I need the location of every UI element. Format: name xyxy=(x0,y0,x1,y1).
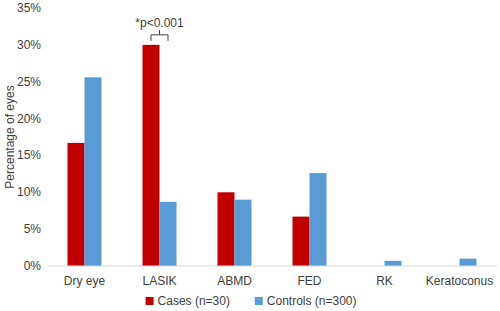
x-tick-label: RK xyxy=(376,274,393,288)
x-axis-line xyxy=(47,266,497,267)
bar xyxy=(218,192,235,266)
bar xyxy=(160,202,177,266)
y-tick-label: 15% xyxy=(17,148,41,162)
tick-mark xyxy=(44,155,47,156)
y-axis-label: Percentage of eyes xyxy=(3,85,17,188)
legend: Cases (n=30) Controls (n=300) xyxy=(146,294,357,308)
y-tick-label: 25% xyxy=(17,75,41,89)
bar xyxy=(85,77,102,266)
tick-mark xyxy=(44,81,47,82)
bar xyxy=(310,173,327,266)
tick-mark xyxy=(44,192,47,193)
legend-label: Controls (n=300) xyxy=(267,294,357,308)
tick-mark xyxy=(44,266,47,267)
y-tick-label: 35% xyxy=(17,1,41,15)
x-tick-label: ABMD xyxy=(217,274,252,288)
legend-swatch xyxy=(255,297,263,305)
bar xyxy=(143,45,160,266)
bar xyxy=(68,143,85,266)
bar xyxy=(293,217,310,266)
annotation-bracket xyxy=(151,35,168,41)
bar xyxy=(235,200,252,266)
annotation-tick xyxy=(159,30,160,35)
chart-container: 0% 5% 10% 15% 20% 25% 30% 35% Percentage of eyes… xyxy=(0,0,500,311)
y-tick-label: 30% xyxy=(17,38,41,52)
bars xyxy=(68,45,477,266)
annotation: *p<0.001 xyxy=(135,16,184,30)
x-tick-label: LASIK xyxy=(142,274,176,288)
tick-mark xyxy=(44,44,47,45)
legend-label: Cases (n=30) xyxy=(158,294,230,308)
y-tick-label: 20% xyxy=(17,112,41,126)
tick-mark xyxy=(44,229,47,230)
x-tick-label: Keratoconus xyxy=(426,274,493,288)
x-tick-label: Dry eye xyxy=(64,274,106,288)
tick-mark xyxy=(44,8,47,9)
legend-swatch xyxy=(146,297,154,305)
x-tick-label: FED xyxy=(298,274,322,288)
y-tick-label: 0% xyxy=(24,259,42,273)
bar xyxy=(385,261,402,266)
tick-mark xyxy=(44,118,47,119)
y-tick-label: 10% xyxy=(17,185,41,199)
chart: 0% 5% 10% 15% 20% 25% 30% 35% Percentage of eyes… xyxy=(0,0,500,311)
bar xyxy=(460,259,477,266)
y-tick-label: 5% xyxy=(24,222,42,236)
